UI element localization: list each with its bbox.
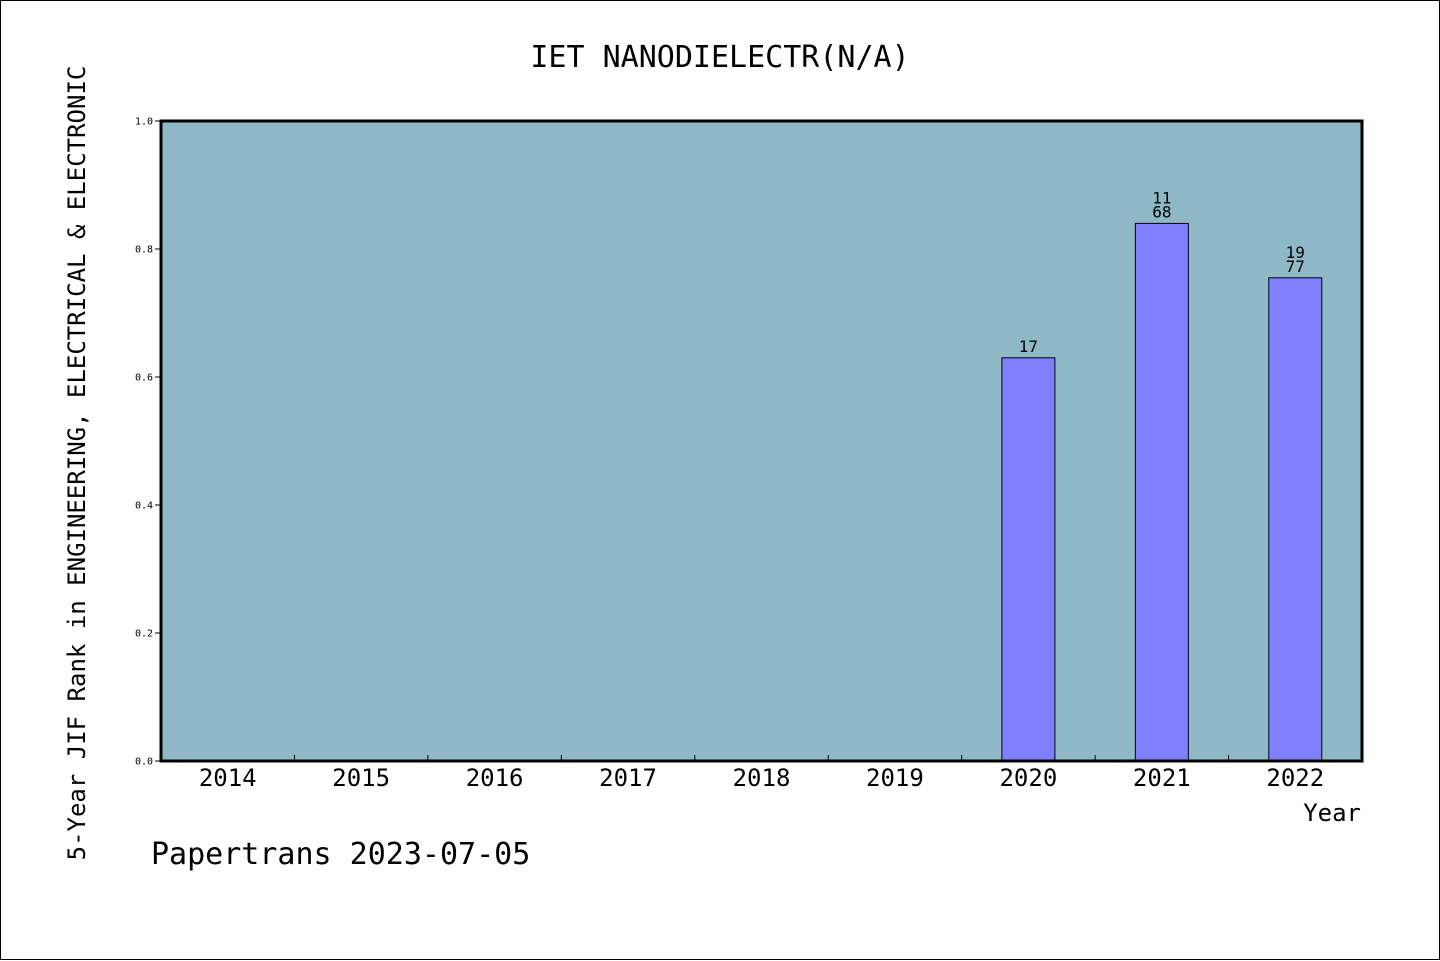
y-tick-label: 0.2 — [135, 629, 153, 640]
y-tick-label: 0.8 — [135, 245, 153, 256]
bar — [1001, 357, 1056, 762]
bar — [1134, 222, 1189, 762]
x-tick-label: 2014 — [199, 764, 257, 792]
bar — [1268, 277, 1323, 762]
plot-border — [159, 119, 1364, 763]
x-tick-label: 2022 — [1266, 764, 1324, 792]
bar-data-label: 17 — [1019, 337, 1038, 356]
x-tick-label: 2015 — [332, 764, 390, 792]
bar-data-label: 19 — [1286, 243, 1305, 262]
x-tick-label: 2019 — [866, 764, 924, 792]
y-tick-label: 1.0 — [135, 117, 153, 128]
y-axis-label: 5-Year JIF Rank in ENGINEERING, ELECTRIC… — [63, 66, 91, 861]
x-tick-label: 2018 — [733, 764, 791, 792]
chart-title: IET NANODIELECTR(N/A) — [530, 40, 909, 75]
x-tick-label: 2020 — [999, 764, 1057, 792]
x-ticks-group: 2014 2015 2016 2017 2018 2019 2020 2021 2022 — [199, 755, 1324, 792]
x-tick-label: 2021 — [1133, 764, 1191, 792]
y-tick-label: 0.6 — [135, 373, 153, 384]
y-tick-label: 0.4 — [135, 501, 153, 512]
x-tick-label: 2017 — [599, 764, 657, 792]
bar-data-label: 11 — [1152, 188, 1171, 207]
x-tick-label: 2016 — [466, 764, 524, 792]
bar-data-label: 68 — [1152, 202, 1171, 221]
y-ticks-group: 0.0 0.2 0.4 0.6 0.8 1.0 — [135, 117, 161, 768]
y-tick-label: 0.0 — [135, 757, 153, 768]
bar-data-label: 77 — [1286, 257, 1305, 276]
footer-credit: Papertrans 2023-07-05 — [151, 837, 530, 872]
x-axis-label: Year — [1303, 799, 1361, 827]
